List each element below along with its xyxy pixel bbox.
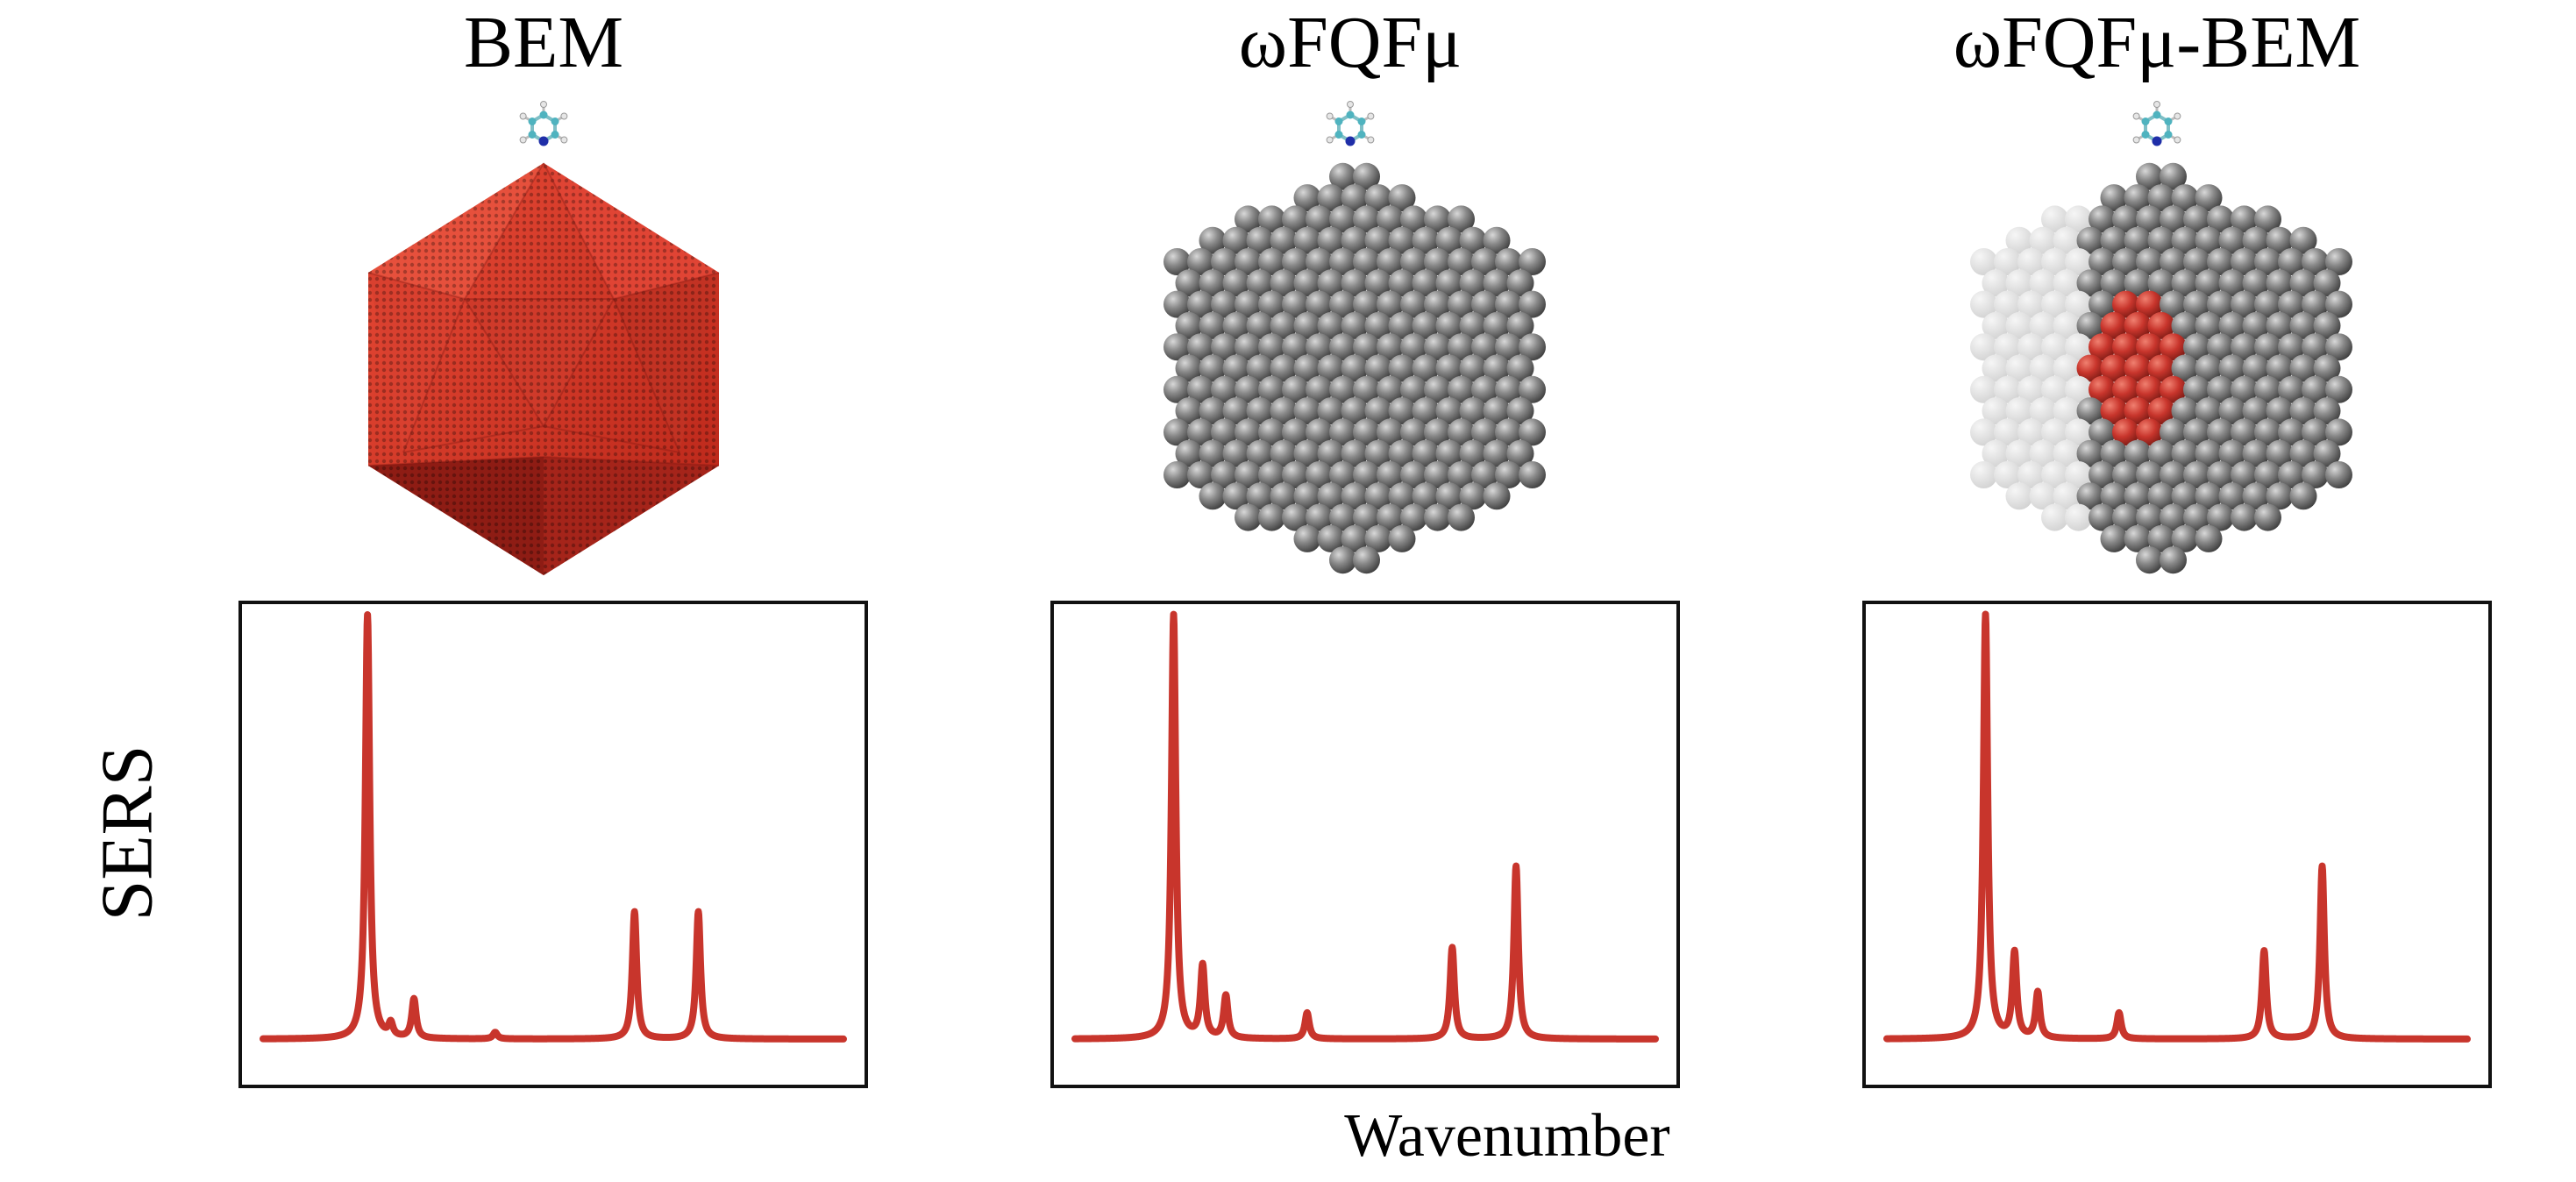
pyridine-molecule-bem (519, 101, 568, 146)
spectrum-line (1071, 610, 1659, 1043)
plot-frame (238, 601, 868, 1088)
spectrum-line (260, 611, 847, 1043)
spectrum-line (1883, 610, 2471, 1043)
x-axis-label: Wavenumber (1344, 1102, 1670, 1170)
plot-frame (1862, 601, 2492, 1088)
wfqfmu-atomistic-nanoparticle (1163, 162, 1546, 574)
panel-title-wfqfmu: ωFQFμ (1238, 2, 1462, 83)
panel-title-bem: BEM (463, 2, 624, 83)
sers-spectrum-wfqfmu (1050, 601, 1680, 1088)
y-axis-label: SERS (86, 744, 168, 922)
plot-frame (1050, 601, 1680, 1088)
panel-title-wfqfmu-bem: ωFQFμ-BEM (1953, 2, 2361, 83)
pyridine-molecule-wfqfmu (1326, 101, 1375, 146)
wfqfmu-bem-hybrid-nanoparticle (1970, 162, 2352, 574)
sers-spectrum-bem (238, 601, 868, 1088)
sers-spectrum-wfqfmu-bem (1862, 601, 2492, 1088)
pyridine-molecule-wfqfmu-bem (2132, 101, 2181, 146)
bem-icosahedron-nanoparticle (367, 162, 720, 575)
bem-dot-texture (368, 163, 719, 575)
